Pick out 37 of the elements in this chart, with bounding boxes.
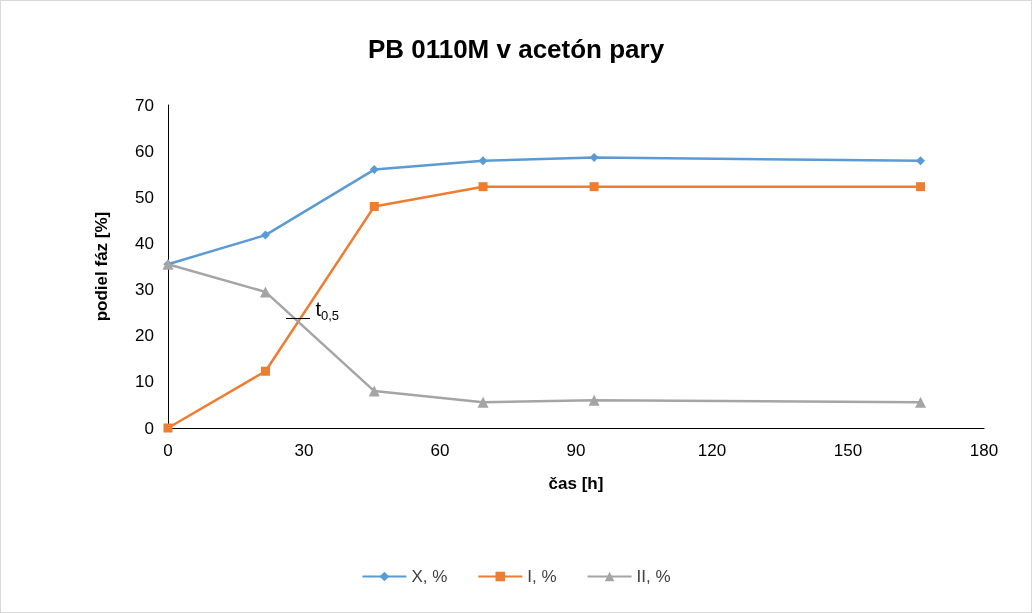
point [478, 182, 488, 192]
x-axis-title: čas [h] [548, 474, 604, 493]
y-tick-label: 0 [144, 418, 154, 438]
point [369, 202, 379, 212]
point [477, 396, 489, 408]
x-tick-label: 30 [294, 441, 314, 460]
point [260, 230, 270, 240]
legend-label: II, % [636, 567, 671, 586]
x-tick-label: 60 [430, 441, 450, 460]
y-tick-label: 60 [135, 141, 154, 161]
y-tick-label: 30 [135, 280, 154, 300]
point [163, 423, 173, 433]
legend-label: I, % [527, 567, 557, 586]
point [916, 156, 926, 166]
chart-title: PB 0110M v acetón pary [367, 34, 665, 64]
legend-label: X, % [411, 567, 448, 586]
point [369, 165, 379, 175]
point [915, 396, 927, 408]
point [259, 286, 271, 298]
y-axis-title: podiel fáz [%] [92, 211, 111, 322]
point [589, 153, 599, 163]
point [589, 182, 599, 192]
x-tick-label: 120 [697, 441, 727, 460]
x-tick-label: 0 [163, 441, 173, 460]
x-tick-label: 180 [969, 441, 999, 460]
y-tick-label: 50 [135, 187, 154, 207]
point [478, 156, 488, 166]
point [916, 182, 926, 192]
point [368, 385, 380, 397]
point [588, 394, 600, 406]
x-tick-label: 150 [833, 441, 863, 460]
point [260, 366, 270, 376]
y-tick-label: 40 [135, 233, 154, 253]
y-tick-label: 70 [135, 95, 154, 115]
y-tick-label: 10 [135, 372, 154, 392]
x-tick-label: 90 [566, 441, 586, 460]
y-tick-label: 20 [135, 326, 154, 346]
